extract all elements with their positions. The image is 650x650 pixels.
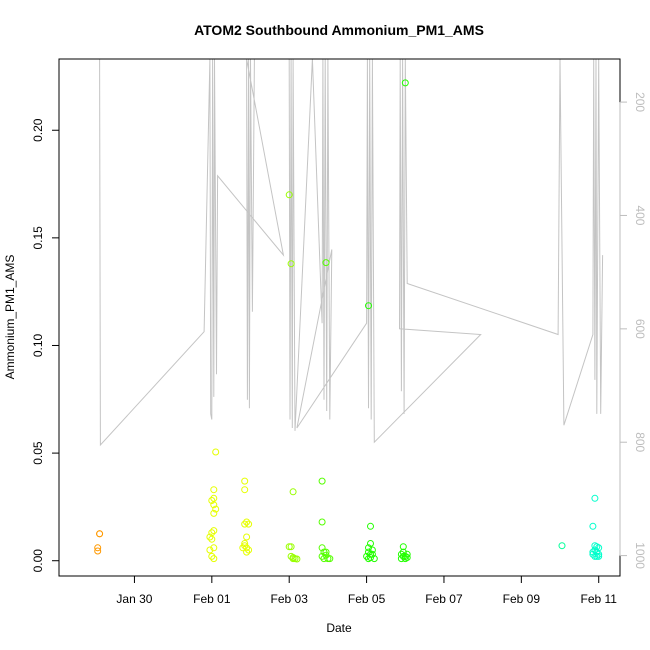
data-point xyxy=(322,548,330,556)
data-point xyxy=(208,552,216,560)
data-point xyxy=(589,548,597,556)
y-tick-label: 0.15 xyxy=(31,226,45,250)
x-tick-label: Feb 07 xyxy=(425,592,463,606)
y-tick-label: 0.20 xyxy=(31,118,45,142)
x-axis-label: Date xyxy=(326,621,352,635)
right-tick-label: 1000 xyxy=(633,542,647,569)
data-point xyxy=(241,477,249,485)
data-point xyxy=(399,548,407,556)
data-point xyxy=(367,522,374,530)
data-point xyxy=(243,533,251,541)
pressure-line xyxy=(99,58,604,447)
pressure-line-layer xyxy=(99,58,604,447)
data-point xyxy=(243,544,251,552)
plot-frame xyxy=(58,58,621,577)
x-axis: Jan 30 Feb 01 Feb 03 Feb 05 Feb 07 Feb 09 Feb … xyxy=(116,575,617,606)
data-point xyxy=(243,518,251,526)
data-point xyxy=(367,540,374,547)
data-point xyxy=(210,486,218,494)
data-point xyxy=(318,477,326,485)
data-point xyxy=(208,497,216,504)
data-point xyxy=(210,555,218,563)
data-point xyxy=(96,530,104,538)
data-point xyxy=(367,550,374,558)
data-point xyxy=(363,552,371,560)
data-point xyxy=(318,518,326,526)
data-point xyxy=(206,546,214,554)
data-point xyxy=(287,260,295,268)
data-point xyxy=(210,527,218,535)
data-point xyxy=(289,488,297,496)
data-point xyxy=(287,543,295,551)
chart-title: ATOM2 Southbound Ammonium_PM1_AMS xyxy=(194,22,484,38)
data-point xyxy=(326,555,334,563)
y-tick-label: 0.05 xyxy=(31,441,45,465)
x-tick-label: Feb 03 xyxy=(271,592,309,606)
right-tick-label: 800 xyxy=(633,432,647,452)
data-point xyxy=(595,552,603,560)
data-point xyxy=(593,552,601,560)
data-point xyxy=(401,555,409,563)
right-tick-label: 200 xyxy=(633,92,647,112)
data-point xyxy=(94,544,102,552)
data-point xyxy=(210,501,218,509)
scatter-points-layer xyxy=(94,79,603,563)
data-point xyxy=(212,448,220,456)
data-point xyxy=(589,550,597,558)
data-point xyxy=(94,547,102,555)
data-point xyxy=(241,520,249,528)
data-point xyxy=(285,191,293,199)
data-point xyxy=(399,543,407,551)
data-point xyxy=(239,544,247,552)
y-tick-label: 0.10 xyxy=(31,333,45,357)
x-tick-label: Feb 11 xyxy=(580,592,617,606)
data-point xyxy=(591,552,599,560)
right-axis: 200 400 600 800 1000 xyxy=(619,92,647,569)
data-point xyxy=(206,533,214,541)
data-point xyxy=(367,554,374,561)
data-point xyxy=(241,540,249,547)
data-point xyxy=(399,552,407,560)
data-point xyxy=(589,522,597,530)
data-point xyxy=(322,259,330,267)
data-point xyxy=(208,535,216,543)
right-tick-label: 600 xyxy=(633,319,647,339)
data-point xyxy=(401,79,409,87)
data-point xyxy=(285,543,293,551)
data-point xyxy=(289,554,297,561)
y-axis-label: Ammonium_PM1_AMS xyxy=(3,255,17,380)
data-point xyxy=(365,544,372,552)
data-point xyxy=(212,505,220,513)
data-point xyxy=(368,546,376,554)
data-point xyxy=(403,550,411,558)
data-point xyxy=(243,548,251,556)
data-point xyxy=(245,520,253,528)
data-point xyxy=(558,542,566,550)
x-tick-label: Feb 09 xyxy=(503,592,541,606)
data-point xyxy=(293,555,301,563)
data-point xyxy=(593,548,601,556)
y-tick-label: 0.00 xyxy=(31,549,45,573)
data-point xyxy=(241,542,249,550)
data-point xyxy=(591,494,599,502)
right-tick-label: 400 xyxy=(633,205,647,225)
data-point xyxy=(370,555,378,563)
x-tick-label: Jan 30 xyxy=(116,592,152,606)
data-point xyxy=(210,509,218,517)
data-point xyxy=(318,552,326,560)
data-point xyxy=(318,544,326,552)
data-point xyxy=(241,486,249,494)
y-axis: 0.00 0.05 0.10 0.15 0.20 xyxy=(31,118,60,573)
data-point xyxy=(365,302,372,310)
data-point xyxy=(245,546,253,554)
data-point xyxy=(210,544,218,552)
x-tick-label: Feb 01 xyxy=(193,592,231,606)
x-tick-label: Feb 05 xyxy=(348,592,386,606)
